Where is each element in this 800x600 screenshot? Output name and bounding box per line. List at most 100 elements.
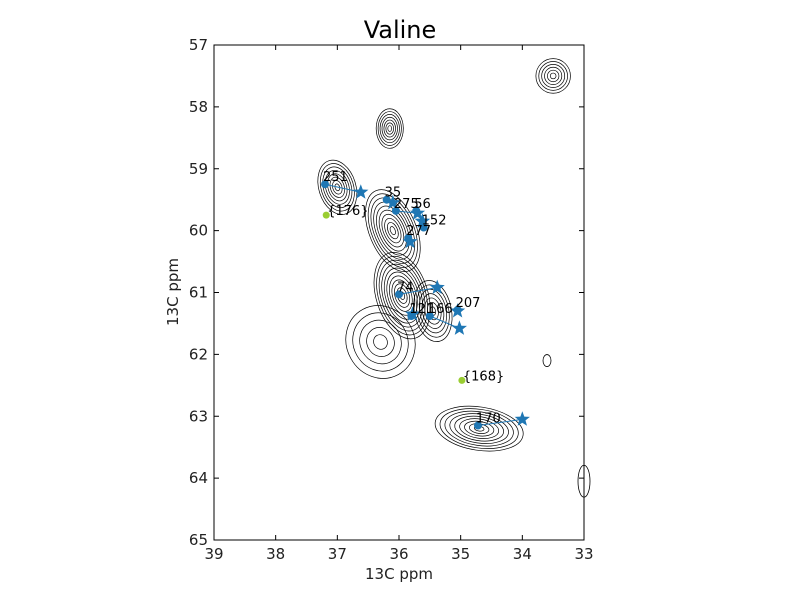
marker-layer [321,180,530,430]
predicted-star [429,279,445,294]
contour-line [329,176,345,198]
peak-point [395,290,403,299]
contour-line [385,122,394,135]
peak-point [473,421,482,430]
contour-line [379,114,400,144]
contour-line [549,72,557,80]
contour-line [332,180,343,195]
contour-line [378,209,407,252]
contour-line [334,183,341,192]
contour-line [373,201,413,260]
peak-point [321,180,329,189]
contour-line [387,222,399,240]
contour-line [381,116,398,141]
contour-line [454,415,504,442]
y-tick-label: 65 [189,531,208,549]
tick-layer: 39 38 37 36 35 34 33 57 58 59 60 61 62 63 64 65 [189,36,594,563]
x-tick-label: 39 [204,545,223,563]
contour-line [319,163,355,212]
y-tick-label: 57 [189,36,208,54]
x-axis-label: 13C ppm [365,565,433,583]
y-tick-label: 59 [189,160,208,178]
contour-line [365,189,421,272]
peak-point [412,206,421,215]
contour-line [535,58,571,94]
contour-line [427,301,439,321]
peak-link [477,418,523,427]
peak-point [453,305,462,314]
peak-point [419,223,428,232]
contour-line [381,213,405,248]
contour-line [464,420,495,437]
contour-line [541,64,566,88]
predicted-star [385,194,401,210]
contour-line [391,279,413,312]
peak-label: 56 [414,197,431,212]
contour-line [322,166,353,209]
contour-line [352,312,409,372]
predicted-star [451,320,467,335]
contour-line [367,193,418,268]
contour-line [324,169,350,205]
peak-label: 121 [409,302,434,317]
contour-line [387,125,393,132]
contour-line [383,119,396,138]
contour-line [547,69,560,83]
contour-line [459,418,500,439]
x-tick-label: 37 [328,545,347,563]
contour-line [439,408,519,449]
predicted-star [353,184,369,199]
y-tick-label: 61 [189,284,208,302]
y-tick-label: 60 [189,222,208,240]
peak-point [391,206,400,215]
contour-line [373,334,388,350]
contour-line [370,197,416,264]
y-tick-label: 64 [189,469,208,487]
unassigned-point [322,211,330,219]
contour-line [359,319,402,365]
y-tick-label: 58 [189,98,208,116]
peak-label: 277 [406,224,431,239]
unassigned-label: {168} [463,369,504,384]
peak-point [407,312,416,321]
contour-line [377,111,402,146]
peak-label: 275 [394,197,419,212]
x-tick-label: 35 [451,545,470,563]
contour-line [544,66,563,85]
contour-line [416,284,450,338]
peak-label: 152 [422,214,447,229]
contour-line [381,263,423,328]
unassigned-point [458,376,466,384]
peak-label: 207 [456,296,481,311]
contour-line [429,306,437,316]
contour-line [384,217,402,244]
predicted-star [414,213,430,228]
contour-line [538,61,568,91]
contour-layer [317,58,591,498]
peak-label: 166 [428,302,453,317]
contour-line [327,173,348,202]
peak-label: 251 [323,170,348,185]
y-tick-label: 62 [189,345,208,363]
y-tick-label: 63 [189,407,208,425]
contour-line [375,108,404,149]
contour-line [345,305,416,379]
peak-label: 35 [385,186,402,201]
chart-title: Valine [364,16,437,44]
contour-line [542,354,552,367]
contour-line [389,226,396,236]
y-axis-label: 13C ppm [164,258,182,326]
contour-line [373,252,431,340]
contour-line [366,327,395,357]
predicted-star [514,411,530,426]
x-tick-label: 36 [389,545,408,563]
contour-line [424,297,442,325]
contour-line [421,293,445,329]
x-tick-label: 34 [513,545,532,563]
peak-label: 170 [476,412,501,427]
x-tick-label: 33 [574,545,593,563]
contour-line [434,405,524,452]
peak-point [425,312,434,321]
